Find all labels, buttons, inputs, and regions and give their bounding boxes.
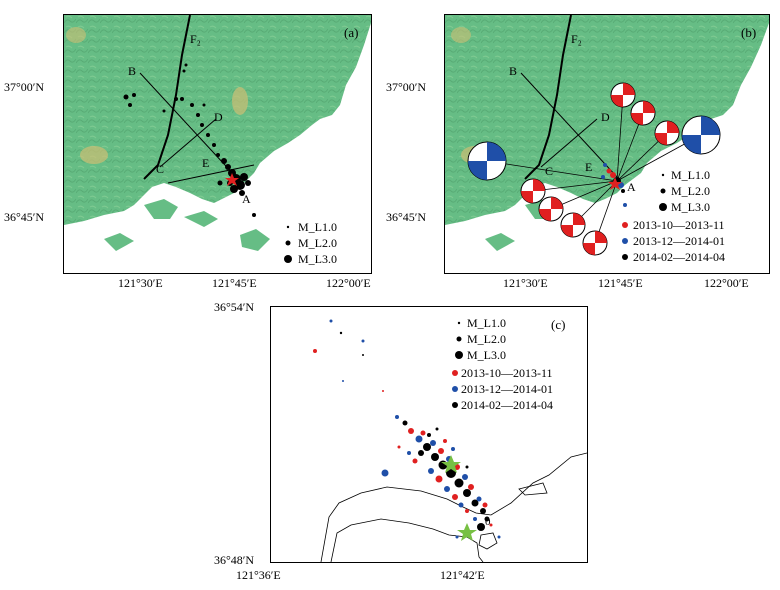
profile-label-e: E xyxy=(202,156,209,170)
focal-mechanism xyxy=(654,120,680,146)
map-panel-a: F₂ B C D E A (a) M_L1.0 M_L2.0 M_L3.0 xyxy=(63,14,372,274)
legend-ml2-b: M_L2.0 xyxy=(671,184,710,198)
focal-mechanism xyxy=(520,178,546,204)
panel-letter-b: (b) xyxy=(741,25,756,40)
profile-label-b: B xyxy=(509,64,517,78)
legend-ml3-a: M_L3.0 xyxy=(298,252,337,266)
focal-mechanism xyxy=(630,100,656,126)
map-panel-c: 0 M_L1.0 M_L2.0 M_L3.0 2013-10—2013-11 2… xyxy=(270,306,588,563)
profile-label-a: A xyxy=(627,180,636,194)
fault-label: F₂ xyxy=(571,32,582,46)
panel-letter-c: (c) xyxy=(551,317,565,332)
land-area xyxy=(445,15,769,225)
lat-label-b-2: 36°45′N xyxy=(386,210,427,224)
lon-label-c-2: 121°42′E xyxy=(440,568,485,582)
legend-period-3-b: 2014-02—2014-04 xyxy=(633,250,725,264)
focal-mechanism-large-1 xyxy=(467,141,507,181)
legend-period-1-c: 2013-10—2013-11 xyxy=(461,366,553,380)
profile-label-d: D xyxy=(214,110,223,124)
legend-ml1-c: M_L1.0 xyxy=(467,316,506,330)
legend-period-1-b: 2013-10—2013-11 xyxy=(633,218,725,232)
profile-label-b: B xyxy=(128,64,136,78)
coastline xyxy=(320,452,587,562)
map-b-canvas: F₂ B C D E A (b) M_L1.0 M_L2.0 M_L3.0 20… xyxy=(445,15,769,264)
point-label: 0 xyxy=(485,516,491,528)
legend-ml3-b: M_L3.0 xyxy=(671,200,710,214)
legend-ml1-b: M_L1.0 xyxy=(671,168,710,182)
legend-period-3-c: 2014-02—2014-04 xyxy=(461,398,553,412)
lon-label-a-1: 121°30′E xyxy=(118,276,163,290)
focal-mechanism-large-2 xyxy=(681,115,721,155)
profile-label-e: E xyxy=(585,160,592,174)
lon-label-b-3: 122°00′E xyxy=(704,276,749,290)
mainshock-star xyxy=(441,455,461,473)
fault-label: F₂ xyxy=(190,32,201,46)
focal-mechanism xyxy=(582,230,608,256)
lon-label-a-2: 121°45′E xyxy=(212,276,257,290)
profile-label-a: A xyxy=(242,192,251,206)
focal-mechanism xyxy=(560,212,586,238)
fault-line xyxy=(143,15,191,180)
lat-label-c-1: 36°54′N xyxy=(214,300,255,314)
legend-ml1-a: M_L1.0 xyxy=(298,220,337,234)
legend-ml2-a: M_L2.0 xyxy=(298,236,337,250)
map-a-canvas: F₂ B C D E A (a) M_L1.0 M_L2.0 M_L3.0 xyxy=(64,15,371,266)
lon-label-a-3: 122°00′E xyxy=(326,276,371,290)
lon-label-c-1: 121°36′E xyxy=(236,568,281,582)
seismicity-cluster xyxy=(123,63,256,217)
lat-label-a-2: 36°45′N xyxy=(4,210,45,224)
profile-label-d: D xyxy=(601,110,610,124)
profile-label-c: C xyxy=(545,164,553,178)
land-area xyxy=(64,15,371,225)
lat-label-b-1: 37°00′N xyxy=(386,80,427,94)
map-panel-b: F₂ B C D E A (b) M_L1.0 M_L2.0 M_L3.0 20… xyxy=(444,14,770,274)
lon-label-b-2: 121°45′E xyxy=(598,276,643,290)
epicenter-star xyxy=(457,523,477,541)
epicenter-star xyxy=(608,177,622,190)
legend-ml3-c: M_L3.0 xyxy=(467,348,506,362)
legend-period-2-b: 2013-12—2014-01 xyxy=(633,234,725,248)
legend-period-2-c: 2013-12—2014-01 xyxy=(461,382,553,396)
panel-letter-a: (a) xyxy=(344,25,358,40)
epicenter-star xyxy=(225,173,239,186)
lat-label-c-2: 36°48′N xyxy=(214,553,255,567)
focal-mechanism xyxy=(538,196,564,222)
legend-ml2-c: M_L2.0 xyxy=(467,332,506,346)
focal-mechanism xyxy=(610,82,636,108)
lat-label-a-1: 37°00′N xyxy=(4,80,45,94)
coastline xyxy=(330,518,484,562)
map-c-canvas: 0 M_L1.0 M_L2.0 M_L3.0 2013-10—2013-11 2… xyxy=(313,316,587,562)
profile-label-c: C xyxy=(156,162,164,176)
fault-line xyxy=(524,15,572,180)
lon-label-b-1: 121°30′E xyxy=(503,276,548,290)
